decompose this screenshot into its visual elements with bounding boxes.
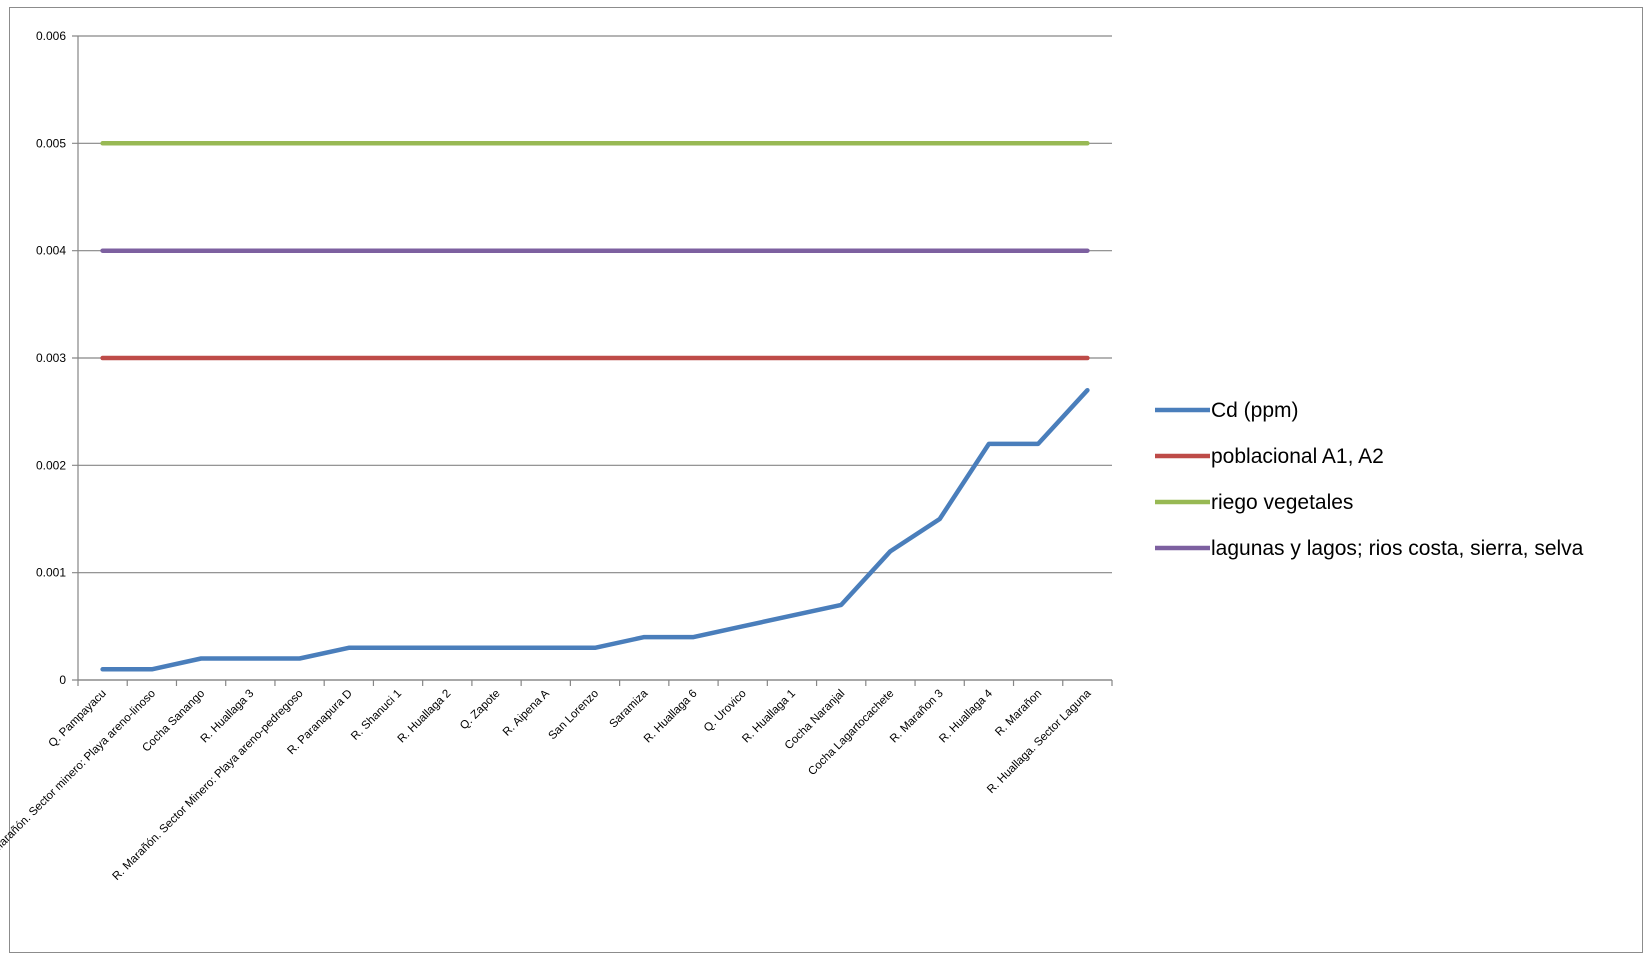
legend-label-3: lagunas y lagos; rios costa, sierra, sel… — [1211, 537, 1584, 560]
x-tick-label-16: Cocha Lagartocachete — [806, 688, 896, 778]
y-tick-label-1: 0.001 — [36, 566, 66, 580]
x-tick-label-8: Q. Zapote — [458, 688, 503, 733]
x-tick-label-19: R. Marañon — [993, 688, 1044, 739]
x-tick-label-6: R. Shanuci 1 — [349, 688, 404, 743]
y-tick-label-6: 0.006 — [36, 29, 66, 43]
x-tick-label-10: San Lorenzo — [547, 688, 602, 743]
x-tick-label-12: R. Huallaga 6 — [642, 688, 700, 746]
chart-frame — [9, 7, 1643, 953]
x-tick-label-4: R. Marañón. Sector Minero: Playa areno-p… — [111, 688, 306, 883]
x-tick-label-18: R. Huallaga 4 — [937, 687, 995, 745]
y-tick-label-5: 0.005 — [36, 136, 66, 150]
legend-label-1: poblacional A1, A2 — [1211, 445, 1384, 468]
x-tick-label-20: R. Huallaga. Sector Laguna — [985, 687, 1094, 796]
series-line-0 — [100, 387, 1090, 672]
x-tick-label-7: R. Huallaga 2 — [396, 688, 454, 746]
x-tick-label-13: Q. Urovico — [702, 688, 749, 735]
legend-label-2: riego vegetales — [1211, 491, 1353, 514]
legend-label-0: Cd (ppm) — [1211, 399, 1299, 422]
y-tick-label-0: 0 — [59, 673, 66, 687]
x-tick-label-9: R. Aipena A — [501, 687, 552, 738]
y-tick-label-4: 0.004 — [36, 244, 66, 258]
y-tick-label-3: 0.003 — [36, 351, 66, 365]
y-tick-label-2: 0.002 — [36, 458, 66, 472]
x-tick-label-11: Saramiza — [608, 687, 651, 730]
